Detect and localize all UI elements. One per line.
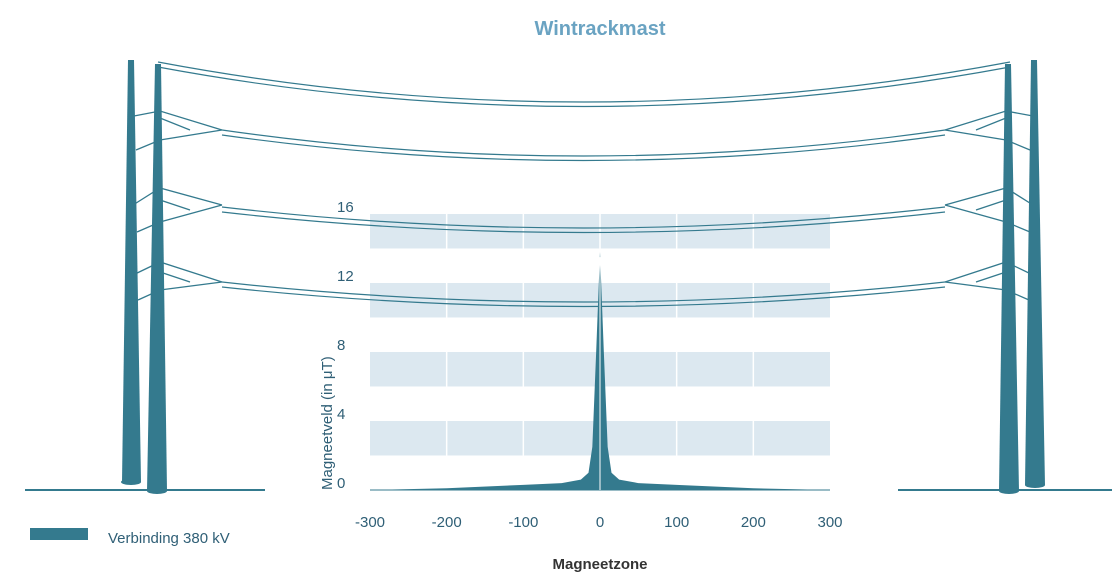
x-tick-label: 100 <box>664 514 689 531</box>
wire <box>221 129 946 157</box>
x-tick-label: 300 <box>817 514 842 531</box>
legend-label: Verbinding 380 kV <box>108 530 230 547</box>
legend-swatch <box>30 528 88 540</box>
x-tick-label: 0 <box>596 514 604 531</box>
x-tick-label: -300 <box>355 514 385 531</box>
wire <box>221 134 946 162</box>
left-pylon-icon <box>121 60 223 494</box>
x-axis-ticks: -300 -200 -100 0 100 200 300 <box>355 514 843 531</box>
y-tick-label: 16 <box>337 199 354 216</box>
y-axis-label: Magneetveld (in μT) <box>319 356 336 490</box>
y-tick-label: 12 <box>337 268 354 285</box>
wire <box>157 66 1011 108</box>
y-axis-ticks: 0 4 8 12 16 <box>337 199 354 492</box>
y-tick-label: 0 <box>337 475 345 492</box>
y-tick-label: 8 <box>337 337 345 354</box>
wire <box>157 61 1011 103</box>
x-tick-label: -100 <box>508 514 538 531</box>
power-line-wires <box>157 61 1011 308</box>
x-tick-label: 200 <box>741 514 766 531</box>
y-tick-label: 4 <box>337 406 345 423</box>
chart-title: Wintrackmast <box>534 18 666 40</box>
wire <box>221 211 946 234</box>
wire <box>221 281 946 303</box>
x-tick-label: -200 <box>432 514 462 531</box>
wire <box>221 286 946 308</box>
wire <box>221 206 946 229</box>
right-pylon-icon <box>944 60 1045 494</box>
x-axis-label: Magneetzone <box>552 556 647 573</box>
